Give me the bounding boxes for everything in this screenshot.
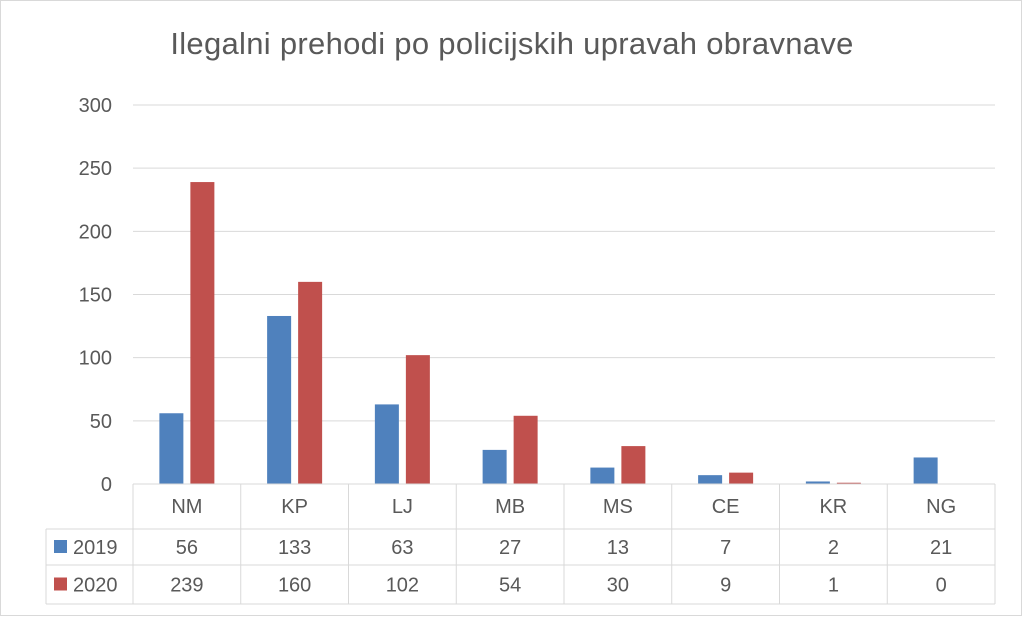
bar-2020-MS (621, 446, 646, 484)
y-axis-ticks: 0 50 100 150 200 250 300 (79, 95, 112, 496)
y-tick-label: 300 (79, 95, 112, 117)
data-label: 2 (828, 537, 839, 559)
data-label: 30 (607, 575, 629, 597)
data-label: 239 (170, 575, 203, 597)
bar-2019-MS (590, 467, 615, 484)
y-tick-label: 200 (79, 221, 112, 243)
bar-2019-CE (698, 475, 723, 484)
data-table: NM KP LJ MB MS CE KR NG 2019 56 133 63 27 13 7 2 21 2020 2… (45, 483, 996, 605)
data-label: 63 (391, 537, 413, 559)
data-label: 102 (386, 575, 419, 597)
category-label: MB (495, 496, 525, 518)
data-label: 27 (499, 537, 521, 559)
data-label: 133 (278, 537, 311, 559)
chart-title: Ilegalni prehodi po policijskih upravah … (170, 26, 854, 61)
bar-2019-NG (913, 457, 938, 484)
bar-2020-NM (190, 182, 215, 484)
y-tick-label: 100 (79, 348, 112, 370)
bar-2020-LJ (405, 355, 430, 484)
bar-2019-LJ (374, 404, 399, 484)
data-label: 56 (176, 537, 198, 559)
category-label: KP (281, 496, 308, 518)
data-label: 9 (720, 575, 731, 597)
data-label: 0 (936, 575, 947, 597)
legend-label: 2020 (73, 575, 118, 597)
bar-2019-KR (805, 481, 830, 484)
y-tick-label: 0 (101, 474, 112, 496)
data-label: 13 (607, 537, 629, 559)
data-label: 21 (930, 537, 952, 559)
legend-label: 2019 (73, 537, 118, 559)
gridlines (133, 104, 995, 422)
data-label: 7 (720, 537, 731, 559)
legend-swatch-2019 (54, 540, 67, 553)
category-label: NG (926, 496, 956, 518)
y-tick-label: 150 (79, 285, 112, 307)
bar-2019-KP (267, 315, 292, 484)
y-tick-label: 50 (90, 411, 112, 433)
category-label: NM (171, 496, 202, 518)
bars (159, 182, 938, 484)
category-label: MS (603, 496, 633, 518)
category-label: LJ (392, 496, 413, 518)
legend-swatch-2020 (54, 577, 67, 591)
data-label: 1 (828, 575, 839, 597)
bar-2019-NM (159, 413, 184, 484)
data-label: 54 (499, 575, 521, 597)
bar-2020-KR (836, 482, 861, 484)
bar-2020-KP (298, 281, 323, 484)
bar-2020-CE (729, 472, 754, 484)
category-label: KR (819, 496, 847, 518)
y-tick-label: 250 (79, 158, 112, 180)
bar-2020-MB (513, 415, 538, 484)
category-label: CE (712, 496, 740, 518)
data-label: 160 (278, 575, 311, 597)
bar-2019-MB (482, 449, 507, 484)
